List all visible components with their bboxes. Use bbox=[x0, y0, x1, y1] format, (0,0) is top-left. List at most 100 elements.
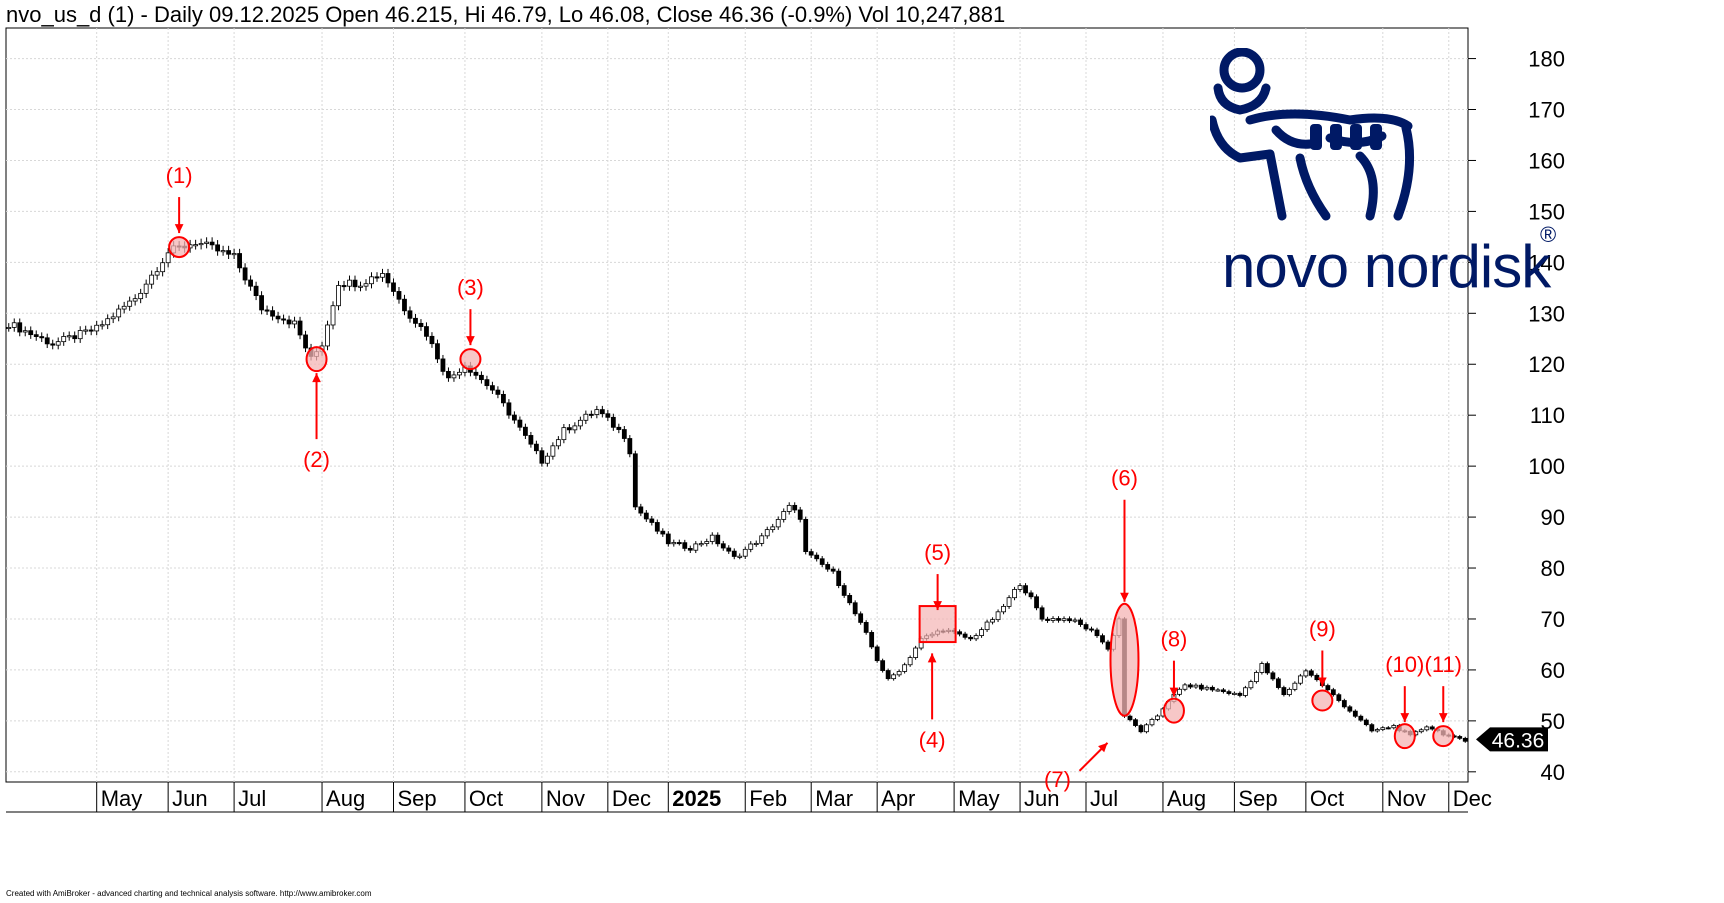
candle-body bbox=[1012, 589, 1017, 599]
candle-body bbox=[1028, 592, 1034, 598]
candle-body bbox=[1127, 715, 1133, 721]
candle-body bbox=[215, 244, 221, 252]
candle-body bbox=[726, 547, 732, 552]
x-tick-label: 2025 bbox=[672, 786, 721, 811]
candle-body bbox=[539, 450, 545, 464]
annotation-arrowhead bbox=[1169, 687, 1179, 697]
candle-body bbox=[605, 413, 611, 418]
candle-body bbox=[501, 393, 506, 404]
x-tick-label: Dec bbox=[1453, 786, 1492, 811]
last-price-badge bbox=[1476, 727, 1548, 752]
candle-body bbox=[599, 409, 605, 415]
candle-body bbox=[995, 611, 1001, 621]
candle-body bbox=[1210, 686, 1215, 691]
annotation-arrowhead bbox=[927, 653, 937, 663]
candle-body bbox=[226, 250, 231, 255]
candle-body bbox=[11, 322, 17, 328]
candle-body bbox=[44, 337, 50, 345]
candle-body bbox=[1006, 597, 1012, 607]
annotation-label: (10) bbox=[1385, 652, 1424, 677]
candle-body bbox=[55, 341, 61, 346]
logo-wordmark: novo nordisk bbox=[1222, 233, 1551, 300]
candle-body bbox=[281, 318, 286, 321]
candle-body bbox=[424, 326, 429, 337]
candle-body bbox=[797, 509, 803, 520]
x-tick-label: May bbox=[101, 786, 143, 811]
candle-body bbox=[1424, 726, 1430, 731]
candle-body bbox=[303, 334, 308, 349]
candle-body bbox=[138, 292, 144, 300]
candle-body bbox=[435, 343, 440, 360]
candle-body bbox=[512, 414, 517, 421]
candle-body bbox=[1385, 727, 1391, 730]
candle-body bbox=[61, 336, 67, 343]
candle-body bbox=[874, 646, 880, 662]
candle-body bbox=[1138, 725, 1144, 733]
candle-body bbox=[632, 453, 638, 508]
candle-body bbox=[1100, 635, 1105, 643]
candle-body bbox=[72, 335, 78, 340]
candle-body bbox=[577, 419, 583, 427]
annotation-arrowhead bbox=[1400, 713, 1410, 723]
candle-body bbox=[544, 455, 550, 464]
x-tick-label: Aug bbox=[326, 786, 365, 811]
chart-title: nvo_us_d (1) - Daily 09.12.2025 Open 46.… bbox=[6, 2, 1006, 27]
candle-body bbox=[1243, 687, 1248, 696]
candle-body bbox=[66, 335, 72, 338]
annotation-label: (3) bbox=[457, 275, 484, 300]
candle-body bbox=[1308, 670, 1314, 676]
candle-body bbox=[237, 253, 242, 269]
candle-body bbox=[325, 324, 330, 347]
candle-body bbox=[39, 336, 45, 339]
candle-body bbox=[561, 427, 567, 441]
candle-body bbox=[358, 285, 363, 288]
candle-body bbox=[1369, 724, 1375, 732]
annotation-label: (11) bbox=[1425, 652, 1463, 677]
candle-body bbox=[490, 385, 495, 391]
candle-body bbox=[533, 443, 539, 452]
x-tick-label: Jun bbox=[172, 786, 207, 811]
y-tick-label: 110 bbox=[1530, 403, 1565, 428]
candle-body bbox=[825, 564, 831, 570]
candle-body bbox=[687, 548, 693, 551]
y-tick-label: 40 bbox=[1541, 760, 1565, 785]
candle-body bbox=[248, 279, 253, 287]
x-tick-label: Jul bbox=[1090, 786, 1118, 811]
plot-frame bbox=[5, 27, 1469, 783]
annotation-ellipse bbox=[1109, 602, 1140, 717]
candle-body bbox=[1286, 688, 1292, 696]
candle-body bbox=[973, 635, 979, 640]
x-tick-label: Sep bbox=[1238, 786, 1277, 811]
candle-body bbox=[1352, 710, 1358, 717]
candle-body bbox=[1094, 629, 1100, 637]
candle-body bbox=[94, 324, 100, 332]
candle-body bbox=[1325, 685, 1331, 691]
last-price-label: 46.36 bbox=[1492, 729, 1545, 752]
candle-body bbox=[1083, 624, 1089, 630]
candle-body bbox=[1215, 689, 1221, 692]
candle-body bbox=[610, 416, 616, 428]
candle-body bbox=[1221, 689, 1226, 693]
candle-body bbox=[990, 619, 995, 623]
candle-body bbox=[566, 427, 572, 431]
candle-body bbox=[1336, 694, 1342, 701]
candle-body bbox=[143, 283, 149, 294]
candle-body bbox=[775, 519, 781, 528]
candle-body bbox=[22, 330, 28, 333]
annotation-circle bbox=[1311, 689, 1334, 712]
annotation-ellipse bbox=[305, 346, 328, 373]
candle-body bbox=[704, 541, 710, 544]
y-tick-label: 100 bbox=[1528, 454, 1565, 479]
candle-body bbox=[907, 657, 913, 666]
candle-body bbox=[440, 358, 446, 372]
candle-body bbox=[198, 243, 204, 246]
candle-body bbox=[352, 279, 358, 288]
annotation-arrowhead bbox=[466, 336, 475, 346]
y-tick-label: 180 bbox=[1528, 47, 1565, 72]
candle-body bbox=[413, 317, 418, 324]
candle-body bbox=[1253, 672, 1259, 683]
candle-body bbox=[748, 543, 754, 550]
candle-body bbox=[709, 534, 715, 542]
candle-body bbox=[154, 271, 160, 276]
candle-body bbox=[50, 343, 56, 346]
